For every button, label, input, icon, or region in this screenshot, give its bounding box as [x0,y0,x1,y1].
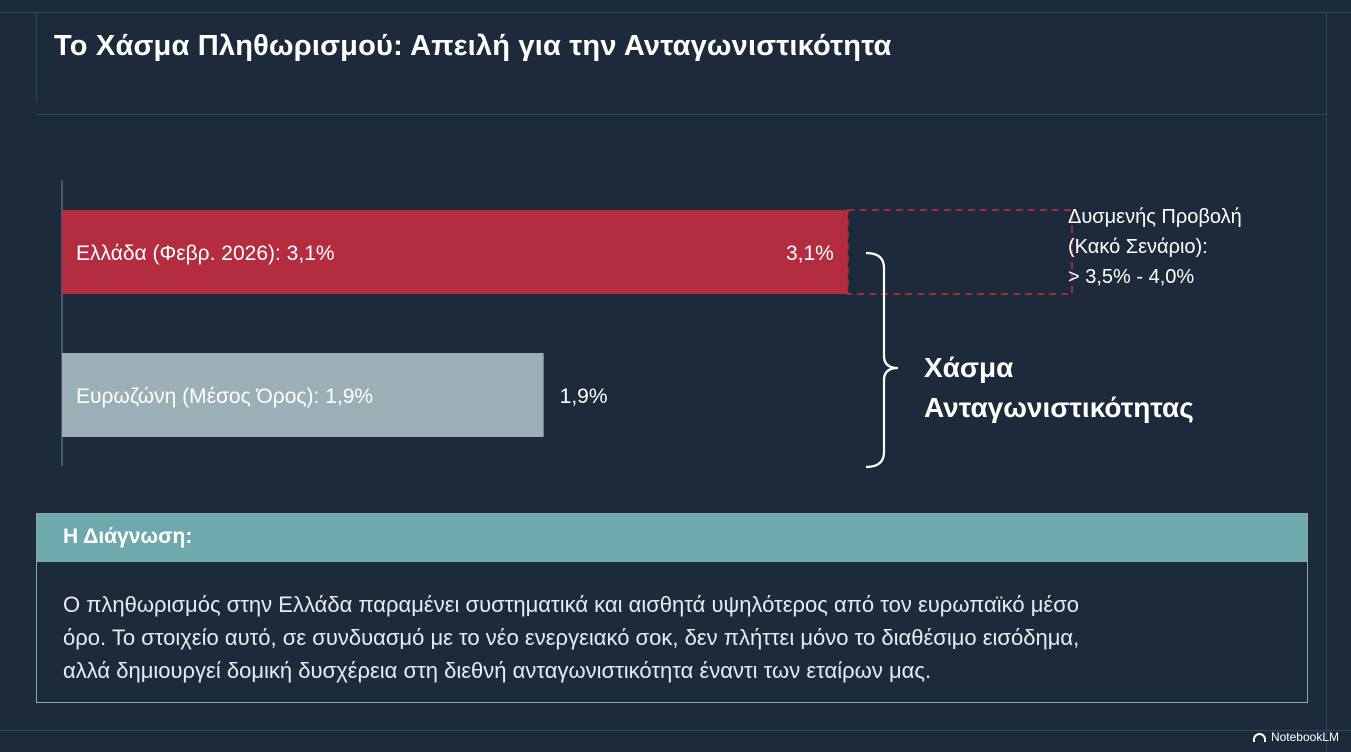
projection-line: (Κακό Σενάριο): [1068,236,1208,258]
diagnosis-box: Η Διάγνωση: Ο πληθωρισμός στην Ελλάδα πα… [36,513,1308,703]
bar-greece [62,210,848,294]
bar-label-greece: Ελλάδα (Φεβρ. 2026): 3,1% [76,242,335,265]
diagnosis-line: όρο. Το στοιχείο αυτό, σε συνδυασμό με τ… [63,625,1080,650]
bar-value-eurozone: 1,9% [560,385,608,408]
bar-eurozone [62,353,544,437]
frame-line-title-bottom [36,114,1326,115]
bar-value-greece: 3,1% [786,242,834,265]
gap-annotation: Χάσμα Ανταγωνιστικότητας [924,348,1194,428]
frame-line-top [0,12,1351,13]
projection-range-box [846,209,1073,295]
frame-line-right [1326,12,1327,752]
gap-annotation-line: Ανταγωνιστικότητας [924,392,1194,423]
gap-annotation-line: Χάσμα [924,352,1014,383]
diagnosis-line: Ο πληθωρισμός στην Ελλάδα παραμένει συστ… [63,592,1080,617]
diagnosis-line: αλλά δημιουργεί δομική δυσχέρεια στη διε… [63,658,932,683]
notebooklm-icon [1252,732,1266,742]
bar-label-eurozone: Ευρωζώνη (Μέσος Όρος): 1,9% [76,385,373,408]
notebooklm-watermark: NotebookLM [1252,730,1339,744]
page-title: Το Χάσμα Πληθωρισμού: Απειλή για την Αντ… [54,30,892,62]
projection-line: > 3,5% - 4,0% [1068,266,1195,288]
diagnosis-text: Ο πληθωρισμός στην Ελλάδα παραμένει συστ… [63,588,1273,687]
frame-line-bottom [0,730,1351,731]
frame-line-left [36,12,37,102]
projection-annotation: Δυσμενής Προβολή (Κακό Σενάριο): > 3,5% … [1068,202,1242,292]
watermark-text: NotebookLM [1270,730,1339,744]
projection-line: Δυσμενής Προβολή [1068,206,1242,228]
diagnosis-heading: Η Διάγνωση: [37,514,1307,562]
gap-brace [865,251,899,469]
